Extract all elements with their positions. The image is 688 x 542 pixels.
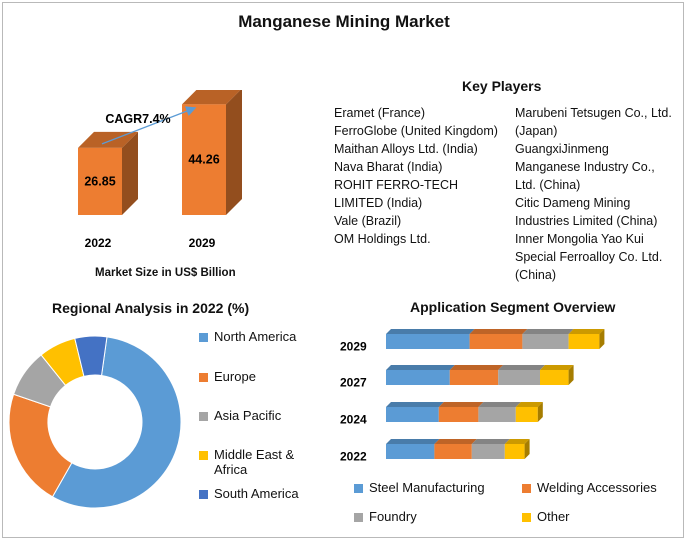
key-players-column-2: Marubeni Tetsugen Co., Ltd. (Japan) Guang… bbox=[515, 104, 675, 282]
cagr-label: CAGR7.4% bbox=[105, 112, 170, 126]
key-players-column-1: Eramet (France) FerroGlobe (United Kingdo… bbox=[334, 104, 504, 248]
legend-swatch bbox=[199, 373, 208, 382]
legend-swatch bbox=[199, 490, 208, 499]
market-size-chart: CAGR7.4% 26.85 2022 44.26 2029 bbox=[78, 90, 242, 250]
application-title: Application Segment Overview bbox=[410, 299, 616, 315]
application-bar-segment bbox=[504, 439, 530, 459]
application-year-label: 2024 bbox=[340, 413, 367, 427]
legend-swatch bbox=[199, 451, 208, 460]
application-bar-segment bbox=[386, 365, 455, 385]
key-player-item: GuangxiJinmeng Manganese Industry Co., L… bbox=[515, 142, 655, 192]
market-size-caption: Market Size in US$ Billion bbox=[95, 267, 236, 279]
market-bar-2029 bbox=[182, 90, 242, 215]
legend-swatch bbox=[522, 484, 531, 493]
legend-label: Other bbox=[537, 509, 570, 524]
application-year-label: 2022 bbox=[340, 450, 367, 464]
application-bar-segment bbox=[386, 329, 475, 349]
cagr-arrow bbox=[101, 106, 197, 145]
application-bar-segment bbox=[568, 329, 605, 349]
regional-legend-item: Asia Pacific bbox=[199, 408, 314, 423]
application-bar-segment bbox=[449, 365, 504, 385]
application-legend: Steel Manufacturing Welding Accessories Fo… bbox=[354, 480, 674, 532]
application-bar-segment bbox=[515, 402, 543, 422]
key-players-box: Eramet (France) FerroGlobe (United Kingdo… bbox=[334, 104, 679, 282]
legend-swatch bbox=[199, 412, 208, 421]
legend-label: Foundry bbox=[369, 509, 417, 524]
key-player-item: Vale (Brazil) bbox=[334, 214, 402, 228]
legend-label: Welding Accessories bbox=[537, 480, 657, 495]
donut-slice-north-america bbox=[51, 336, 182, 509]
application-bar-segment bbox=[522, 329, 574, 349]
legend-swatch bbox=[354, 513, 363, 522]
key-player-item: Marubeni Tetsugen Co., Ltd. (Japan) bbox=[515, 106, 672, 138]
application-bar-segment bbox=[469, 329, 528, 349]
application-year-label: 2029 bbox=[340, 340, 367, 354]
application-legend-item: Foundry bbox=[354, 509, 417, 524]
application-bar-segment bbox=[478, 402, 521, 422]
regional-legend-item: Middle East & Africa bbox=[199, 447, 314, 477]
application-bar-side bbox=[537, 402, 543, 422]
legend-label: Asia Pacific bbox=[214, 408, 282, 423]
application-legend-item: Other bbox=[522, 509, 570, 524]
application-bar-segment bbox=[434, 439, 477, 459]
page-title: Manganese Mining Market bbox=[238, 12, 450, 31]
legend-swatch bbox=[522, 513, 531, 522]
key-player-item: Eramet (France) bbox=[334, 106, 425, 120]
application-bar-segment bbox=[498, 365, 545, 385]
application-year-label: 2027 bbox=[340, 376, 367, 390]
key-player-item: Maithan Alloys Ltd. (India) bbox=[334, 142, 478, 156]
application-bar-segment bbox=[438, 402, 484, 422]
legend-swatch bbox=[354, 484, 363, 493]
legend-label: North America bbox=[214, 329, 297, 344]
application-bar-side bbox=[524, 439, 530, 459]
regional-legend-item: North America bbox=[199, 329, 314, 344]
key-player-item: ROHIT FERRO-TECH LIMITED (India) bbox=[334, 178, 459, 210]
market-category-label: 2022 bbox=[85, 236, 112, 250]
application-bar-side bbox=[568, 365, 574, 385]
legend-label: Europe bbox=[214, 369, 256, 384]
regional-legend-item: South America bbox=[199, 486, 314, 501]
application-bar-segment bbox=[386, 402, 444, 422]
key-player-item: FerroGlobe (United Kingdom) bbox=[334, 124, 498, 138]
application-bar-segment bbox=[540, 365, 574, 385]
application-legend-item: Welding Accessories bbox=[522, 480, 657, 495]
application-chart: 2029 2027 2024 2022 bbox=[340, 329, 605, 464]
legend-label: Middle East & Africa bbox=[214, 447, 295, 477]
key-player-item: OM Holdings Ltd. bbox=[334, 232, 431, 246]
legend-swatch bbox=[199, 333, 208, 342]
key-players-title: Key Players bbox=[462, 78, 542, 94]
market-bar-2022 bbox=[78, 131, 138, 215]
regional-legend-item: Europe bbox=[199, 369, 314, 384]
donut-slice-south-america bbox=[74, 335, 108, 377]
application-bar-segment bbox=[386, 439, 440, 459]
market-value-label: 44.26 bbox=[188, 153, 219, 167]
application-bar-side bbox=[599, 329, 605, 349]
key-player-item: Inner Mongolia Yao Kui Special Ferroallo… bbox=[515, 232, 663, 282]
legend-label: Steel Manufacturing bbox=[369, 480, 485, 495]
key-player-item: Nava Bharat (India) bbox=[334, 160, 443, 174]
application-legend-item: Steel Manufacturing bbox=[354, 480, 485, 495]
legend-label: South America bbox=[214, 486, 299, 501]
market-value-label: 26.85 bbox=[84, 174, 115, 188]
regional-donut-chart bbox=[8, 335, 182, 509]
key-player-item: Citic Dameng Mining Industries Limited (… bbox=[515, 196, 658, 228]
market-category-label: 2029 bbox=[189, 236, 216, 250]
application-bar-segment bbox=[471, 439, 510, 459]
regional-title: Regional Analysis in 2022 (%) bbox=[52, 300, 250, 316]
